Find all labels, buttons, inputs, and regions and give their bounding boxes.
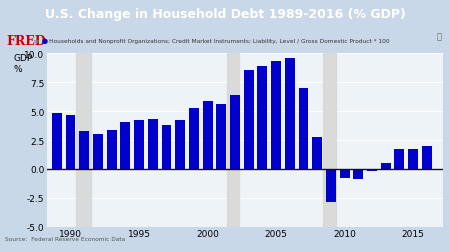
Bar <box>285 59 295 169</box>
Bar <box>271 62 281 169</box>
Text: GDP
%: GDP % <box>14 54 33 74</box>
Bar <box>52 114 62 169</box>
Text: FRED: FRED <box>7 35 46 47</box>
Bar <box>216 105 226 169</box>
Bar <box>202 101 212 169</box>
Bar <box>230 96 240 169</box>
Bar <box>79 131 89 169</box>
Text: Source:  Federal Reserve Economic Data: Source: Federal Reserve Economic Data <box>5 236 126 241</box>
Bar <box>107 130 117 169</box>
Bar <box>395 150 405 169</box>
Bar <box>323 54 336 227</box>
Bar <box>162 125 171 169</box>
Bar <box>227 54 239 227</box>
Text: U.S. Change in Household Debt 1989-2016 (% GDP): U.S. Change in Household Debt 1989-2016 … <box>45 8 405 21</box>
Bar <box>422 146 432 169</box>
Bar <box>134 121 144 169</box>
Text: Households and Nonprofit Organizations; Credit Market Instruments; Liability, Le: Households and Nonprofit Organizations; … <box>49 39 389 43</box>
Bar <box>408 150 418 169</box>
Bar <box>326 169 336 203</box>
Bar <box>367 169 377 171</box>
Bar <box>353 169 363 180</box>
Bar <box>121 122 130 169</box>
Bar <box>66 115 76 169</box>
Bar <box>340 169 350 178</box>
Text: ≡: ≡ <box>32 37 39 45</box>
Bar <box>175 121 185 169</box>
Bar <box>312 137 322 169</box>
Bar <box>298 89 308 169</box>
Text: ●: ● <box>42 38 48 44</box>
Bar <box>381 164 391 169</box>
Bar <box>93 135 103 169</box>
Bar <box>244 70 254 169</box>
Bar <box>76 54 91 227</box>
Bar <box>257 67 267 169</box>
Text: ⤢: ⤢ <box>436 33 441 42</box>
Bar <box>189 108 199 169</box>
Bar <box>148 120 158 169</box>
